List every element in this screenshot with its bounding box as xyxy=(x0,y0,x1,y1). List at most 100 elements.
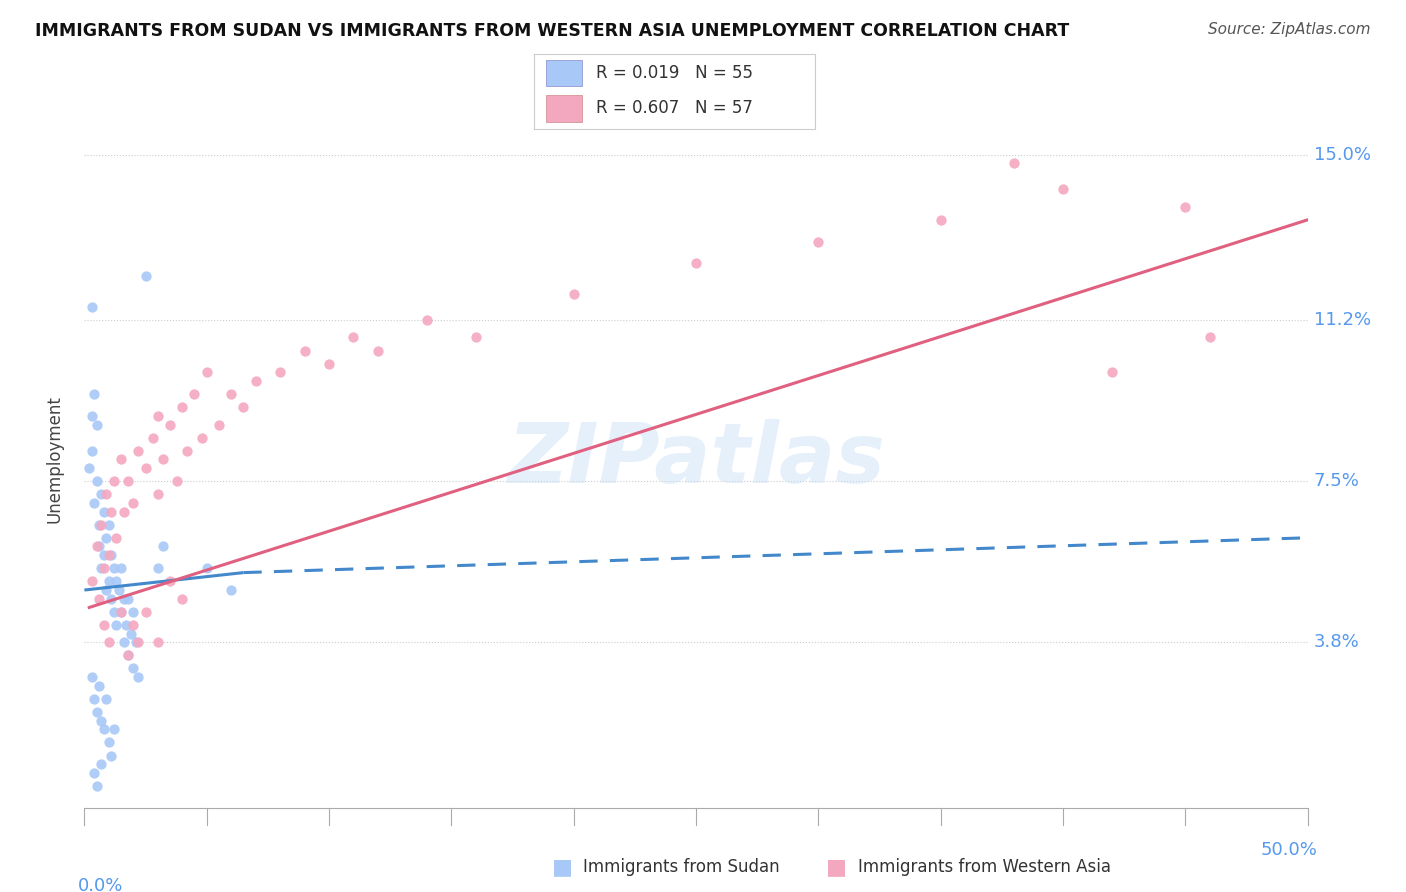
Point xyxy=(1101,365,1123,379)
Point xyxy=(115,618,138,632)
Point xyxy=(219,387,242,401)
Point xyxy=(208,417,231,432)
Point xyxy=(146,409,169,423)
Point xyxy=(87,679,110,693)
Point xyxy=(367,343,389,358)
Point xyxy=(90,561,112,575)
Point xyxy=(93,561,115,575)
Point xyxy=(1002,156,1025,170)
Point xyxy=(87,517,110,532)
Point xyxy=(97,574,120,589)
Point xyxy=(245,374,267,388)
Point xyxy=(146,487,169,501)
Text: R = 0.607   N = 57: R = 0.607 N = 57 xyxy=(596,100,754,118)
Point xyxy=(125,635,148,649)
Point xyxy=(269,365,291,379)
Text: Immigrants from Sudan: Immigrants from Sudan xyxy=(583,858,780,876)
Text: Immigrants from Western Asia: Immigrants from Western Asia xyxy=(858,858,1111,876)
Point xyxy=(112,505,135,519)
Point xyxy=(87,540,110,554)
Point xyxy=(80,670,103,684)
Point xyxy=(90,714,112,728)
Text: ■: ■ xyxy=(827,857,846,877)
Point xyxy=(183,387,205,401)
Point xyxy=(172,591,194,606)
Text: ■: ■ xyxy=(553,857,572,877)
Point xyxy=(318,357,340,371)
Point xyxy=(562,286,585,301)
Point xyxy=(107,582,129,597)
Point xyxy=(96,692,118,706)
Text: IMMIGRANTS FROM SUDAN VS IMMIGRANTS FROM WESTERN ASIA UNEMPLOYMENT CORRELATION C: IMMIGRANTS FROM SUDAN VS IMMIGRANTS FROM… xyxy=(35,22,1070,40)
Point xyxy=(1174,200,1197,214)
Text: R = 0.019   N = 55: R = 0.019 N = 55 xyxy=(596,64,754,82)
Point xyxy=(195,365,218,379)
Point xyxy=(127,635,149,649)
Point xyxy=(135,605,157,619)
Point xyxy=(152,540,174,554)
Point xyxy=(86,705,108,719)
Point xyxy=(146,635,169,649)
Point xyxy=(86,417,108,432)
Point xyxy=(117,591,139,606)
Point xyxy=(146,561,169,575)
Point xyxy=(294,343,316,358)
Point xyxy=(100,748,122,763)
Point xyxy=(110,605,132,619)
Point xyxy=(342,330,364,344)
Point xyxy=(112,635,135,649)
Point xyxy=(110,561,132,575)
Point xyxy=(90,517,112,532)
Point xyxy=(97,635,120,649)
Point xyxy=(110,605,132,619)
Point xyxy=(97,735,120,749)
Point xyxy=(83,387,105,401)
Point xyxy=(97,517,120,532)
Point xyxy=(117,474,139,488)
Point xyxy=(96,487,118,501)
Point xyxy=(159,574,181,589)
Point xyxy=(80,443,103,458)
Point xyxy=(86,779,108,793)
Point xyxy=(117,648,139,663)
Point xyxy=(112,591,135,606)
Point xyxy=(416,313,439,327)
Point xyxy=(117,648,139,663)
Point xyxy=(93,505,115,519)
Point xyxy=(166,474,188,488)
Point xyxy=(110,452,132,467)
Point xyxy=(1198,330,1220,344)
FancyBboxPatch shape xyxy=(546,95,582,122)
Point xyxy=(232,400,254,414)
Point xyxy=(86,474,108,488)
Point xyxy=(127,443,149,458)
Point xyxy=(159,417,181,432)
Point xyxy=(96,531,118,545)
Point xyxy=(93,723,115,737)
Point xyxy=(1052,182,1074,196)
Point xyxy=(80,409,103,423)
Point xyxy=(103,561,125,575)
Point xyxy=(176,443,198,458)
Point xyxy=(80,300,103,314)
Point xyxy=(103,605,125,619)
Point xyxy=(100,548,122,562)
Text: 3.8%: 3.8% xyxy=(1313,633,1360,651)
Point xyxy=(83,496,105,510)
Point xyxy=(122,496,145,510)
Point xyxy=(83,766,105,780)
Point xyxy=(195,561,218,575)
Point xyxy=(93,618,115,632)
Point xyxy=(219,582,242,597)
Point xyxy=(135,269,157,284)
Point xyxy=(86,540,108,554)
Point xyxy=(120,626,142,640)
Point xyxy=(142,431,165,445)
Point xyxy=(685,256,707,270)
Point xyxy=(103,474,125,488)
Point xyxy=(87,591,110,606)
Point xyxy=(929,212,952,227)
Text: 50.0%: 50.0% xyxy=(1261,841,1317,859)
Point xyxy=(90,757,112,772)
Point xyxy=(191,431,214,445)
